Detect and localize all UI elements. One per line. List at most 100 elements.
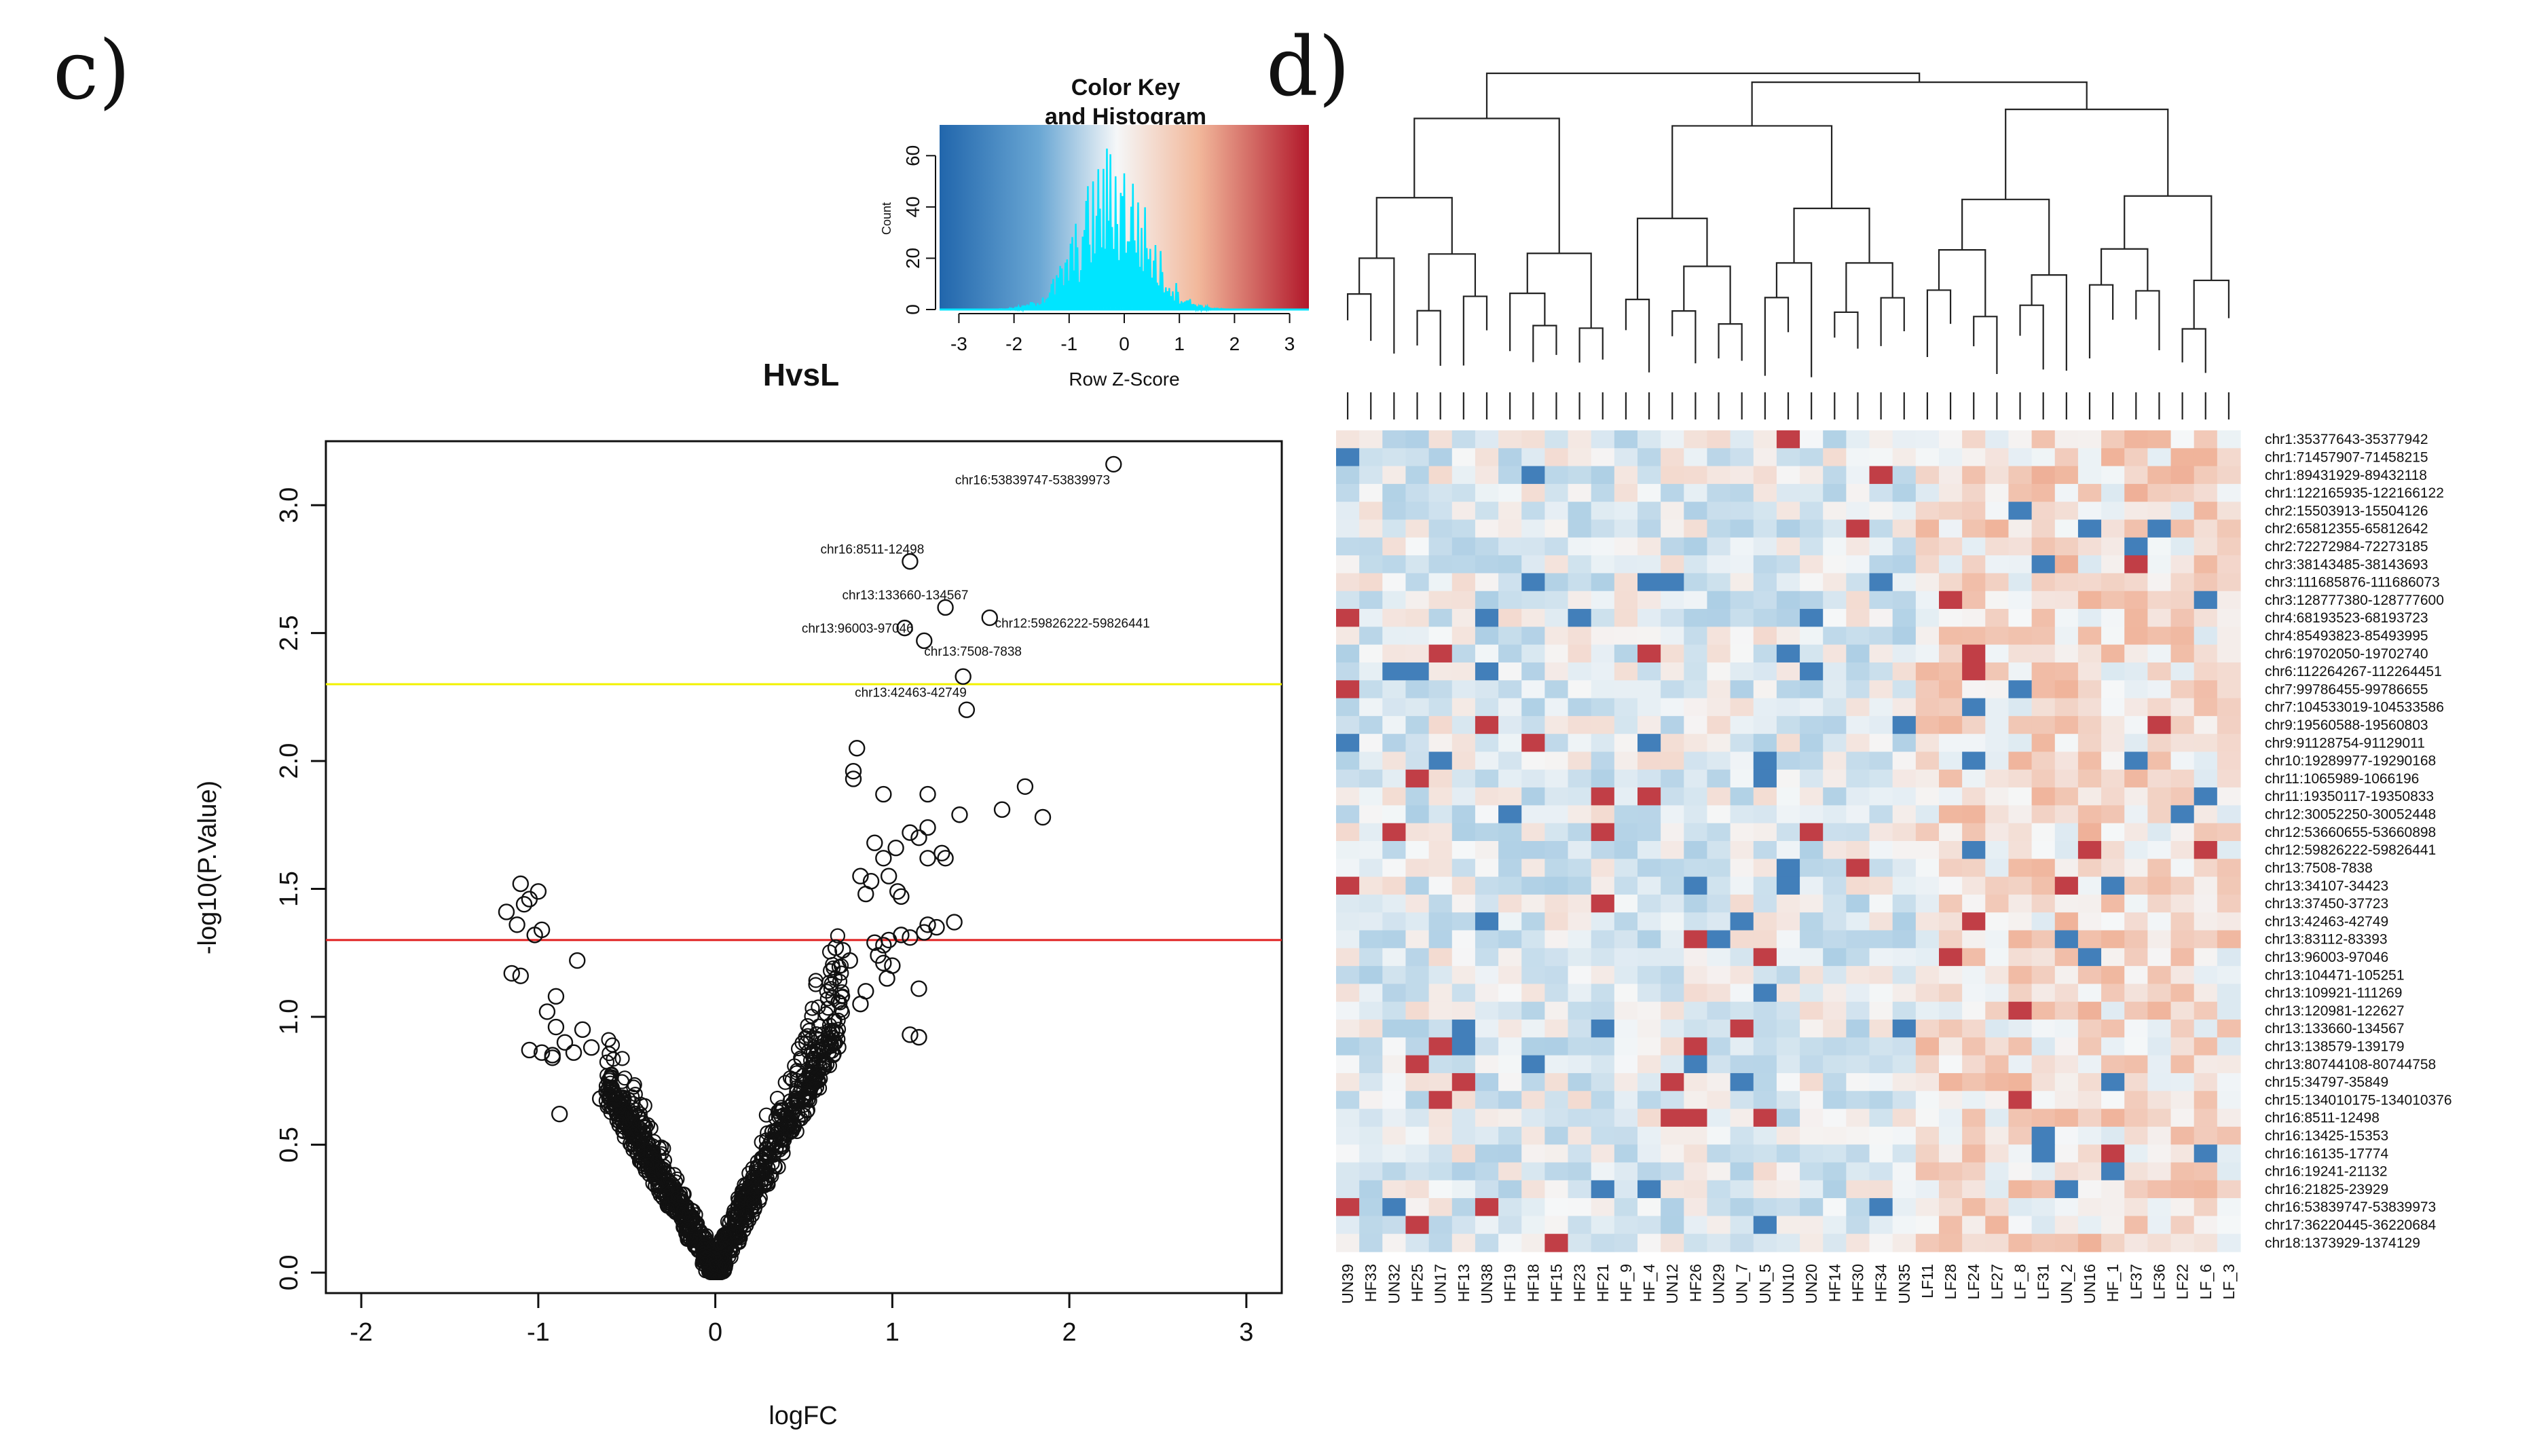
heatmap-cell — [2217, 519, 2241, 538]
heatmap-cell — [1637, 1020, 1661, 1038]
heatmap-cell — [1591, 1144, 1615, 1163]
heatmap-cell — [2077, 1001, 2102, 1020]
heatmap-cell — [1730, 430, 1754, 449]
heatmap-cell — [1359, 555, 1383, 574]
heatmap-cell — [2147, 841, 2172, 859]
heatmap-cell — [1939, 859, 1963, 878]
heatmap-cell — [1428, 787, 1453, 806]
heatmap-cell — [2054, 734, 2079, 753]
heatmap-cell — [1428, 430, 1453, 449]
heatmap-cell — [1359, 1180, 1383, 1199]
heatmap-cell — [1800, 502, 1824, 521]
point-label: chr13:42463-42749 — [855, 686, 967, 700]
heatmap-cell — [1568, 662, 1592, 681]
heatmap-cell — [1568, 1091, 1592, 1110]
heatmap-cell — [1359, 591, 1383, 610]
heatmap-cell — [1707, 662, 1731, 681]
heatmap-cell — [1684, 912, 1708, 931]
heatmap-cell — [1428, 805, 1453, 824]
heatmap-cell — [1915, 841, 1940, 859]
data-point — [889, 883, 906, 900]
heatmap-cell — [1544, 537, 1569, 556]
data-point — [849, 740, 866, 757]
heatmap-cell — [1753, 876, 1777, 895]
dendrogram-branch — [1346, 293, 1372, 341]
x-axis-label: logFC — [769, 1402, 837, 1430]
heatmap-cell — [1591, 1001, 1615, 1020]
heatmap-cell — [1707, 1162, 1731, 1181]
heatmap-cell — [1475, 1233, 1499, 1252]
heatmap-cell — [1800, 591, 1824, 610]
heatmap-cell — [1475, 948, 1499, 967]
heatmap-cell — [1939, 644, 1963, 663]
heatmap-cell — [1451, 912, 1476, 931]
heatmap-cell — [1475, 698, 1499, 717]
heatmap-cell — [1707, 912, 1731, 931]
heatmap-cell — [1753, 751, 1777, 770]
heatmap-cell — [1939, 966, 1963, 985]
heatmap-cell — [1684, 537, 1708, 556]
heatmap-cell — [1730, 591, 1754, 610]
heatmap-cell — [1661, 502, 1684, 521]
heatmap-cell — [2217, 1233, 2241, 1252]
heatmap-cell — [1637, 1180, 1661, 1199]
heatmap-cell — [1730, 519, 1754, 538]
heatmap-cell — [1800, 698, 1824, 717]
heatmap-cell — [1707, 1144, 1731, 1163]
heatmap-cell — [1451, 1055, 1476, 1074]
heatmap-cell — [1962, 1198, 1986, 1216]
cloud-point — [769, 1122, 785, 1138]
heatmap-cell — [1661, 859, 1684, 878]
dendrogram-branch — [1880, 297, 1905, 346]
heatmap-cell — [1869, 912, 1893, 931]
heatmap-cell — [1475, 502, 1499, 521]
heatmap-cell — [1428, 555, 1453, 574]
heatmap-cell — [1823, 1198, 1847, 1216]
heatmap-cell — [1405, 555, 1430, 574]
heatmap-cell — [1753, 715, 1777, 734]
heatmap-cell — [1498, 537, 1522, 556]
heatmap-cell — [1544, 734, 1569, 753]
heatmap-cell — [2101, 430, 2125, 449]
heatmap-cell — [2124, 1001, 2148, 1020]
heatmap-cell — [1498, 715, 1522, 734]
heatmap-cell — [1823, 715, 1847, 734]
heatmap-cell — [1637, 662, 1661, 681]
heatmap: chr1:35377643-35377942chr1:71457907-7145… — [1336, 72, 2452, 1304]
heatmap-cell — [1892, 1126, 1917, 1145]
dendrogram-branch — [1636, 217, 1708, 300]
heatmap-cell — [1359, 894, 1383, 913]
heatmap-cell — [1359, 1020, 1383, 1038]
heatmap-cell — [1614, 1126, 1638, 1145]
heatmap-cell — [1359, 1216, 1383, 1235]
heatmap-cell — [1359, 1162, 1383, 1181]
heatmap-cell — [1823, 805, 1847, 824]
heatmap-cell — [1846, 609, 1870, 627]
heatmap-cell — [2077, 859, 2102, 878]
heatmap-cell — [1869, 1233, 1893, 1252]
dendrogram-branch — [1375, 197, 1453, 259]
heatmap-cell — [2031, 1072, 2056, 1091]
heatmap-cell — [1544, 680, 1569, 699]
heatmap-cell — [2077, 841, 2102, 859]
heatmap-cell — [1684, 859, 1708, 878]
heatmap-cell — [1382, 591, 1407, 610]
heatmap-column-label: LF_3 — [2220, 1264, 2238, 1299]
heatmap-cell — [1661, 1091, 1684, 1110]
heatmap-cell — [2008, 715, 2033, 734]
heatmap-cell — [2147, 1020, 2172, 1038]
heatmap-cell — [2031, 448, 2056, 467]
cloud-point — [627, 1116, 642, 1132]
heatmap-cell — [1637, 1001, 1661, 1020]
heatmap-cell — [2194, 734, 2218, 753]
heatmap-cell — [1475, 734, 1499, 753]
heatmap-cell — [1661, 483, 1684, 502]
heatmap-cell — [1544, 966, 1569, 985]
heatmap-cell — [1568, 1233, 1592, 1252]
heatmap-row-label: chr11:19350117-19350833 — [2265, 789, 2434, 804]
heatmap-cell — [1637, 734, 1661, 753]
heatmap-cell — [1451, 537, 1476, 556]
heatmap-cell — [1637, 859, 1661, 878]
heatmap-cell — [1451, 1037, 1476, 1056]
heatmap-column-label: HF21 — [1594, 1264, 1612, 1302]
